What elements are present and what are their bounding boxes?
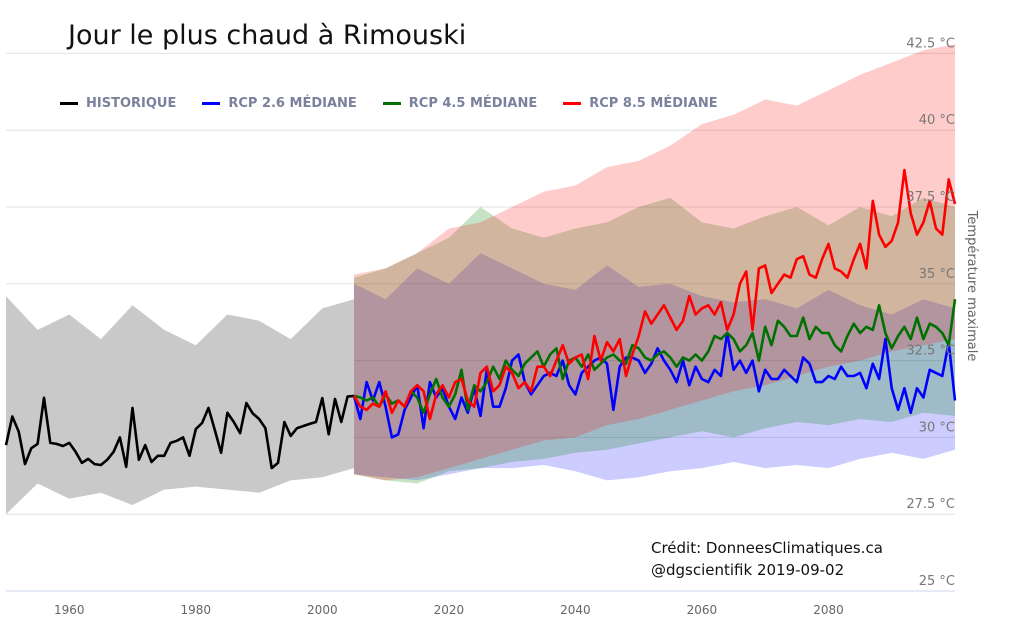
legend-label: RCP 4.5 MÉDIANE: [408, 96, 538, 111]
rcp-band-1: [354, 197, 955, 484]
y-axis-ticks: 25 °C 27.5 °C 30 °C 32.5 °C 35 °C 37.5 °C 40 °…: [906, 36, 955, 589]
y-tick-label: 32.5 °C: [906, 344, 955, 359]
y-tick-label: 25 °C: [919, 574, 955, 589]
legend-label: RCP 2.6 MÉDIANE: [228, 96, 357, 111]
historical-band: [6, 296, 354, 515]
x-tick-label: 2020: [434, 603, 465, 617]
rcp-median-line-1: [353, 299, 957, 415]
legend-item-rcp45[interactable]: RCP 4.5 MÉDIANE: [382, 96, 538, 111]
historical-median-line: [4, 394, 355, 470]
credit-annotation: Crédit: DonneesClimatiques.ca @dgscienti…: [651, 537, 883, 581]
y-tick-label: 27.5 °C: [906, 497, 955, 512]
credit-line: Crédit: DonneesClimatiques.ca: [651, 539, 883, 557]
y-tick-label: 30 °C: [919, 420, 955, 435]
legend-swatch: [202, 102, 221, 105]
legend-item-rcp85[interactable]: RCP 8.5 MÉDIANE: [563, 96, 718, 111]
rcp-median-line-2: [352, 168, 957, 421]
y-tick-label: 37.5 °C: [906, 190, 955, 205]
legend-label: HISTORIQUE: [86, 96, 177, 111]
median-lines: [4, 168, 957, 470]
x-tick-label: 2080: [813, 603, 844, 617]
y-axis-label: Température maximale: [964, 210, 979, 362]
legend-swatch: [382, 102, 401, 105]
legend-item-historique[interactable]: HISTORIQUE: [60, 96, 176, 111]
y-tick-label: 35 °C: [919, 267, 955, 282]
x-tick-label: 2040: [560, 603, 591, 617]
x-tick-label: 1980: [181, 603, 212, 617]
legend-item-rcp26[interactable]: RCP 2.6 MÉDIANE: [202, 96, 357, 111]
x-tick-label: 2060: [687, 603, 718, 617]
legend-label: RCP 8.5 MÉDIANE: [589, 96, 718, 111]
legend-swatch: [563, 102, 582, 105]
chart-title: Jour le plus chaud à Rimouski: [68, 20, 467, 51]
x-axis-ticks: 1960 1980 2000 2020 2040 2060 2080: [54, 603, 844, 617]
author-date-line: @dgscientifik 2019-09-02: [651, 561, 845, 579]
x-tick-label: 1960: [54, 603, 85, 617]
confidence-bands: [6, 44, 955, 515]
y-tick-label: 40 °C: [919, 113, 955, 128]
rcp-band-0: [354, 253, 955, 481]
x-tick-label: 2000: [307, 603, 338, 617]
y-tick-label: 42.5 °C: [906, 36, 955, 51]
legend: HISTORIQUE RCP 2.6 MÉDIANE RCP 4.5 MÉDIA…: [60, 96, 718, 111]
legend-swatch: [60, 102, 78, 105]
